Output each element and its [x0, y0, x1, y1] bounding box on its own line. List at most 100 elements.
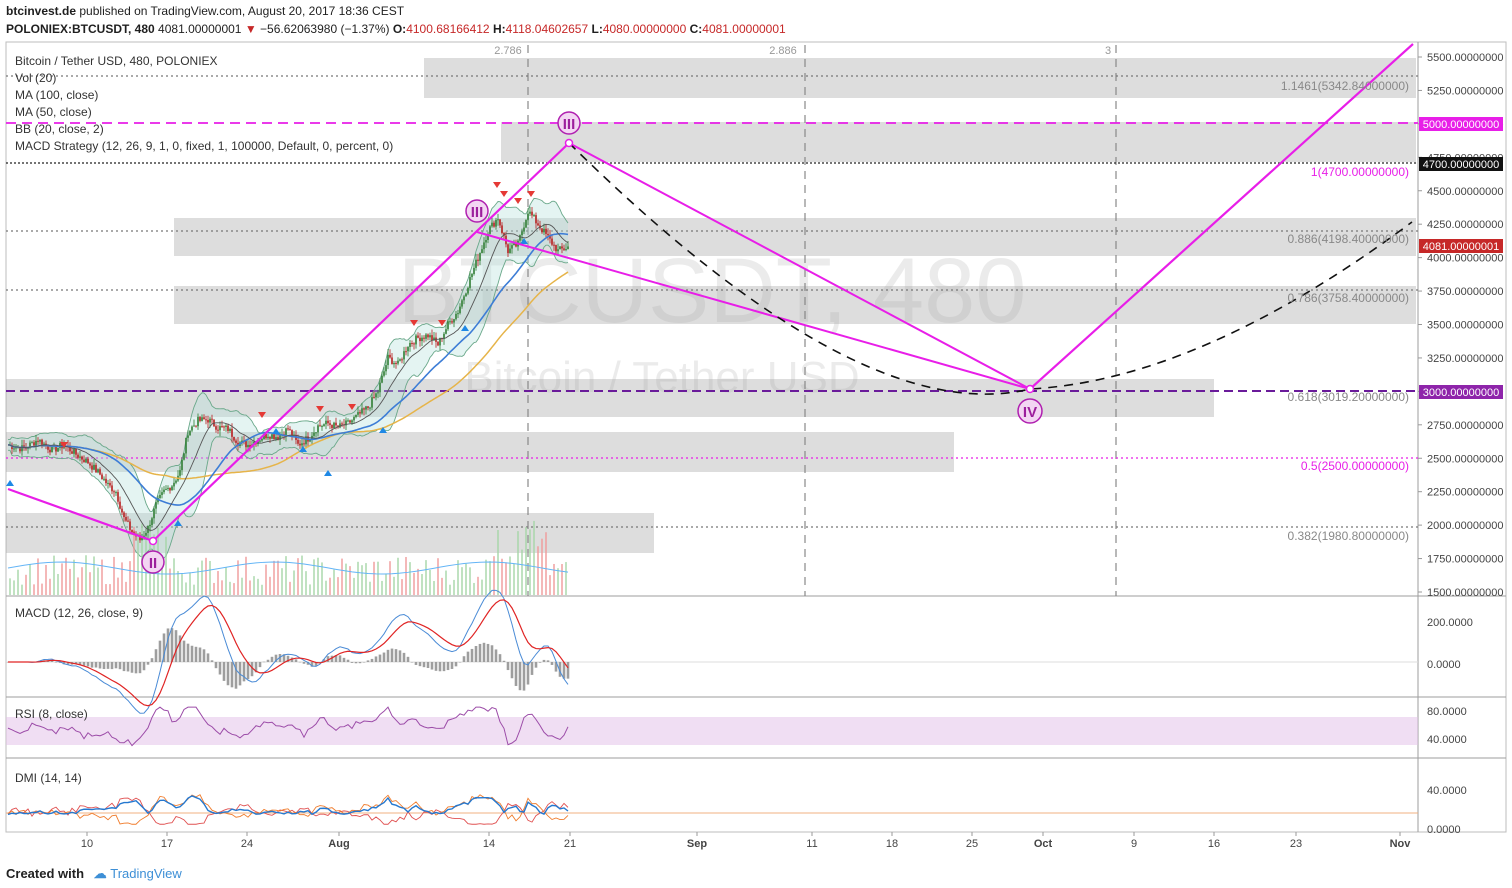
fib-label-0886: 0.886(4198.40000000): [1288, 232, 1409, 246]
macd-histogram-bar: [414, 662, 418, 665]
volume-bar: [325, 580, 327, 595]
wave-label-iii-major: III: [557, 111, 581, 135]
volume-bar: [289, 581, 291, 595]
candle-body: [189, 430, 191, 436]
candle-body: [555, 244, 557, 252]
candle-body: [487, 233, 489, 240]
candle-body: [249, 444, 251, 448]
macd-histogram-bar: [278, 654, 282, 662]
macd-pane-title[interactable]: MACD (12, 26, close, 9): [15, 606, 143, 620]
candle-body: [273, 434, 275, 440]
candle-body: [43, 443, 45, 446]
macd-histogram-bar: [482, 642, 486, 662]
tradingview-brand[interactable]: TradingView: [110, 866, 182, 881]
candle-body: [25, 448, 27, 450]
dmi-pane-title[interactable]: DMI (14, 14): [15, 771, 82, 785]
change-arrow-icon: ▼: [244, 22, 257, 36]
candle-body: [389, 354, 391, 358]
volume-bar: [341, 558, 343, 595]
volume-bar: [545, 532, 547, 595]
macd-histogram-bar: [330, 655, 334, 662]
macd-histogram-bar: [222, 662, 226, 681]
candle-body: [193, 425, 195, 427]
wave-label-ii: II: [141, 550, 165, 574]
candle-body: [77, 454, 79, 458]
candle-body: [127, 520, 129, 522]
candle-body: [457, 313, 459, 315]
candle-body: [85, 458, 87, 463]
candle-body: [327, 420, 329, 424]
macd-histogram-bar: [214, 662, 218, 669]
macd-histogram-bar: [146, 662, 150, 665]
macd-histogram-bar: [458, 662, 462, 663]
macd-histogram-bar: [566, 662, 570, 679]
legend-ma100[interactable]: MA (100, close): [15, 88, 98, 102]
macd-histogram-bar: [122, 662, 126, 672]
macd-histogram-bar: [402, 652, 406, 662]
candle-body: [491, 222, 493, 227]
candle-body: [101, 474, 103, 480]
candle-body: [13, 448, 15, 450]
candle-body: [309, 439, 311, 442]
time-axis[interactable]: 10 17 24 Aug 14 21 Sep 11 18 25 Oct 9 16 23 Nov: [81, 832, 1411, 850]
volume-bar: [225, 567, 227, 595]
candle-body: [265, 433, 267, 439]
volume-bar: [357, 561, 359, 595]
volume-bar: [505, 562, 507, 595]
candle-body: [527, 213, 529, 220]
volume-bar: [457, 560, 459, 595]
candle-body: [437, 341, 439, 346]
volume-bar: [313, 559, 315, 595]
legend-ma50[interactable]: MA (50, close): [15, 105, 92, 119]
x-tick-label: Oct: [1034, 838, 1053, 850]
macd-histogram-bar: [502, 660, 506, 662]
x-tick-label: 21: [564, 838, 576, 850]
legend-bb[interactable]: BB (20, close, 2): [15, 122, 104, 136]
macd-histogram-bar: [442, 662, 446, 672]
buy-signal-arrow: [6, 480, 14, 486]
candle-body: [541, 228, 543, 233]
candle-body: [431, 335, 433, 341]
candle-body: [489, 226, 491, 234]
published-text: published on TradingView.com, August 20,…: [79, 4, 405, 18]
volume-bar: [181, 574, 183, 595]
legend-vol[interactable]: Vol (20): [15, 71, 56, 85]
volume-bar: [525, 527, 527, 595]
volume-bar: [449, 584, 451, 595]
macd-histogram-bar: [486, 643, 490, 662]
volume-bar: [337, 577, 339, 595]
candle-body: [557, 249, 559, 252]
candle-body: [163, 489, 165, 493]
volume-bar: [521, 549, 523, 595]
volume-bar: [93, 556, 95, 595]
volume-bar: [397, 557, 399, 595]
pane-frames: [5, 41, 1507, 833]
macd-histogram-bar: [82, 662, 86, 666]
site-name[interactable]: btcinvest.de: [6, 4, 77, 18]
macd-histogram-bar: [130, 662, 134, 673]
legend-macd-strategy[interactable]: MACD Strategy (12, 26, 9, 1, 0, fixed, 1…: [15, 139, 393, 153]
candle-body: [507, 244, 509, 254]
volume-bar: [385, 573, 387, 595]
candle-body: [55, 445, 57, 452]
wave-label-iii-minor-text: III: [471, 204, 484, 221]
candle-body: [351, 420, 353, 423]
volume-bar: [73, 559, 75, 595]
macd-histogram-bar: [554, 662, 558, 672]
candle-body: [515, 243, 517, 247]
volume-bar: [25, 574, 27, 595]
candle-body: [219, 426, 221, 431]
volume-bar: [277, 560, 279, 595]
macd-histogram-bar: [422, 662, 426, 668]
rsi-pane-title[interactable]: RSI (8, close): [15, 707, 88, 721]
legend-title[interactable]: Bitcoin / Tether USD, 480, POLONIEX: [15, 54, 218, 68]
wave-label-iv: IV: [1017, 398, 1043, 424]
macd-histogram-bar: [494, 649, 498, 662]
volume-bar: [417, 568, 419, 595]
candle-body: [465, 293, 467, 297]
level-label-4700: 4700.00000000: [1423, 159, 1499, 171]
macd-histogram-bar: [6, 662, 10, 663]
candle-body: [467, 287, 469, 294]
candle-body: [173, 482, 175, 487]
